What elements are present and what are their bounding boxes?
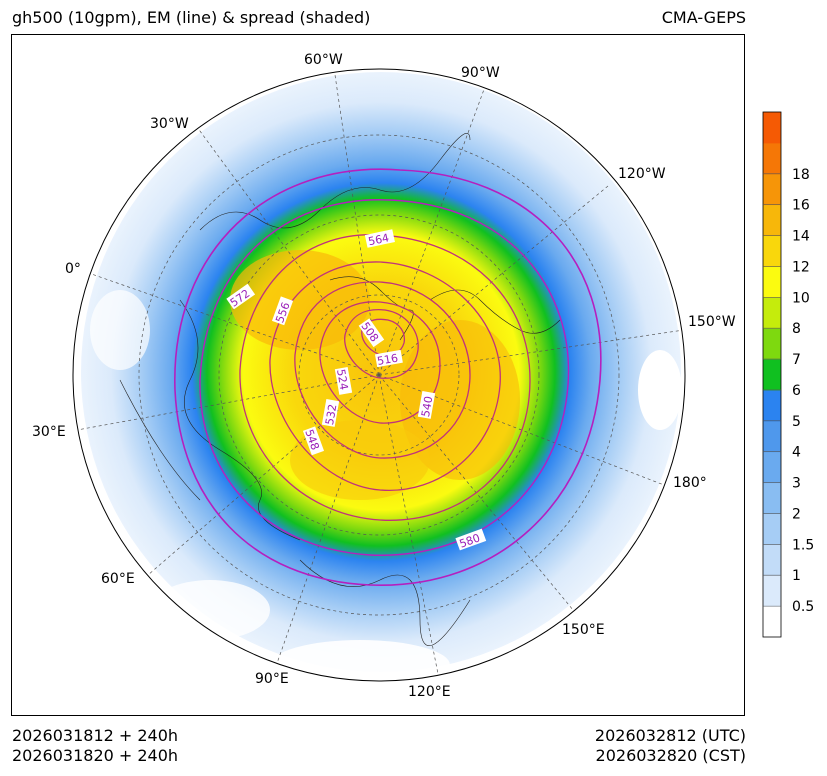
svg-text:532: 532	[323, 403, 339, 426]
colorbar-segment	[763, 328, 781, 360]
colorbar-tick-label: 10	[792, 290, 810, 306]
svg-text:564: 564	[367, 231, 390, 248]
colorbar-tick-label: 6	[792, 383, 801, 399]
lon-label-120w: 120°W	[618, 166, 666, 182]
coastlines	[119, 133, 561, 646]
colorbar-segment	[763, 266, 781, 298]
lon-label-150e: 150°E	[562, 622, 605, 638]
colorbar-segment	[763, 544, 781, 576]
colorbar: 0.5 1 1.5 2 3 4 5 6 7 8 10 12 14 16 18	[762, 111, 814, 638]
contour-label-524: 524	[334, 366, 353, 395]
init-time-cst: 2026031820 + 240h	[12, 746, 179, 765]
colorbar-segment	[763, 204, 781, 237]
colorbar-tick-label: 7	[792, 352, 801, 368]
lon-label-60w: 60°W	[304, 52, 343, 68]
colorbar-segment	[763, 359, 781, 391]
spread-shading	[73, 69, 685, 681]
lon-label-90w: 90°W	[461, 65, 500, 81]
colorbar-tick-label: 14	[792, 229, 810, 245]
contour-labels: 564 572 556 508 516 524 532 540 548 580	[226, 229, 487, 551]
colorbar-segment	[763, 482, 781, 514]
colorbar-tick-label: 0.5	[792, 599, 814, 615]
colorbar-tick-label: 12	[792, 259, 810, 275]
colorbar-outline	[762, 111, 782, 638]
colorbar-segment	[763, 235, 781, 267]
contours	[174, 168, 602, 586]
colorbar-segment	[763, 112, 781, 144]
init-time-utc: 2026031812 + 240h	[12, 726, 179, 745]
contour-label-532: 532	[321, 398, 339, 427]
svg-text:524: 524	[334, 368, 350, 391]
lon-label-150w: 150°W	[688, 314, 736, 330]
lon-label-30e: 30°E	[32, 424, 66, 440]
colorbar-segment	[763, 173, 781, 206]
valid-time-cst: 2026032820 (CST)	[595, 746, 746, 765]
graticule	[76, 69, 685, 681]
map-boundary	[72, 68, 686, 682]
contour-label-564: 564	[364, 229, 395, 248]
colorbar-segment	[763, 606, 781, 638]
longitude-labels: 60°W 90°W 30°W 120°W 0° 150°W 30°E 180° …	[32, 52, 736, 700]
valid-time-utc: 2026032812 (UTC)	[594, 726, 746, 745]
contour-label-516: 516	[374, 349, 403, 368]
lon-label-60e: 60°E	[101, 571, 135, 587]
figure-title: gh500 (10gpm), EM (line) & spread (shade…	[12, 8, 371, 27]
svg-text:516: 516	[376, 352, 399, 368]
colorbar-segment	[763, 420, 781, 453]
lon-label-90e: 90°E	[255, 671, 289, 687]
colorbar-segment	[763, 297, 781, 329]
colorbar-segment	[763, 575, 781, 607]
model-name: CMA-GEPS	[661, 8, 746, 27]
colorbar-segment	[763, 142, 781, 175]
colorbar-tick-label: 3	[792, 476, 801, 492]
colorbar-tick-label: 8	[792, 321, 801, 337]
colorbar-segment	[763, 451, 781, 484]
colorbar-tick-label: 2	[792, 506, 801, 522]
colorbar-tick-label: 1.5	[792, 537, 814, 553]
lon-label-0: 0°	[65, 261, 81, 277]
colorbar-segment	[763, 513, 781, 545]
lon-label-180: 180°	[673, 475, 707, 491]
svg-text:540: 540	[419, 395, 435, 418]
colorbar-segment	[763, 389, 781, 422]
lon-label-30w: 30°W	[150, 116, 189, 132]
map-frame	[11, 34, 745, 716]
colorbar-tick-label: 16	[792, 198, 810, 214]
colorbar-tick-label: 18	[792, 167, 810, 183]
colorbar-tick-label: 5	[792, 414, 801, 430]
colorbar-tick-label: 1	[792, 568, 801, 584]
contour-label-540: 540	[417, 390, 435, 419]
colorbar-tick-label: 4	[792, 445, 801, 461]
lon-label-120e: 120°E	[408, 684, 451, 700]
